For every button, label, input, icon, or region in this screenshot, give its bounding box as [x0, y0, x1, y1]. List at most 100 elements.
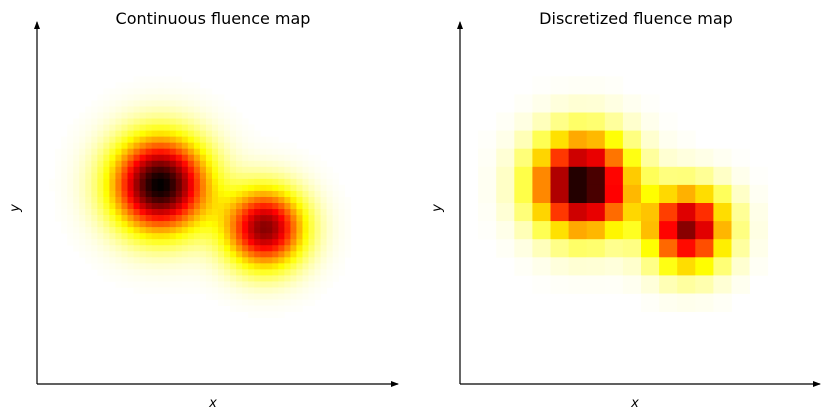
continuous-heat-cell — [242, 124, 249, 131]
continuous-heat-cell — [260, 209, 267, 216]
continuous-heat-cell — [284, 227, 291, 234]
continuous-heat-cell — [254, 221, 261, 228]
continuous-heat-cell — [127, 227, 134, 234]
continuous-heat-cell — [344, 196, 352, 204]
continuous-heat-cell — [224, 221, 231, 228]
continuous-heat-cell — [109, 209, 116, 216]
continuous-heat-cell — [127, 190, 134, 198]
continuous-heat-cell — [218, 239, 225, 246]
continuous-heat-cell — [260, 245, 267, 252]
continuous-heat-cell — [139, 154, 146, 162]
continuous-heat-cell — [151, 160, 159, 168]
continuous-heat-cell — [163, 118, 171, 125]
continuous-heat-cell — [218, 184, 225, 192]
continuous-heat-cell — [163, 112, 171, 119]
continuous-heat-cell — [296, 227, 303, 234]
continuous-heat-cell — [187, 160, 195, 168]
continuous-heat-cell — [151, 130, 159, 137]
continuous-heat-cell — [175, 269, 183, 276]
continuous-heat-cell — [61, 184, 68, 192]
continuous-heat-cell — [175, 160, 183, 168]
continuous-heat-cell — [248, 136, 255, 144]
continuous-heat-cell — [193, 239, 201, 246]
continuous-heat-cell — [67, 233, 74, 240]
continuous-heat-cell — [121, 269, 128, 276]
continuous-heat-cell — [193, 100, 201, 107]
continuous-heat-cell — [181, 184, 189, 192]
continuous-heat-cell — [224, 118, 231, 125]
continuous-heat-cell — [296, 148, 303, 156]
discretized-heat-cell — [532, 130, 551, 150]
continuous-heat-cell — [151, 281, 159, 288]
continuous-heat-cell — [181, 239, 189, 246]
continuous-heat-cell — [103, 221, 110, 228]
continuous-heat-cell — [326, 257, 333, 264]
continuous-heat-cell — [296, 178, 303, 186]
continuous-heat-cell — [151, 215, 159, 222]
continuous-heat-cell — [205, 166, 213, 174]
continuous-heat-cell — [254, 281, 261, 288]
continuous-heat-cell — [85, 160, 92, 168]
continuous-heat-cell — [181, 160, 189, 168]
continuous-heat-cell — [79, 239, 86, 246]
continuous-heat-cell — [199, 184, 207, 192]
continuous-heat-cell — [169, 148, 177, 156]
continuous-heat-cell — [260, 251, 267, 258]
continuous-heat-cell — [91, 166, 98, 174]
continuous-heat-cell — [103, 148, 110, 156]
continuous-heat-cell — [91, 263, 98, 270]
continuous-heat-cell — [97, 160, 104, 168]
continuous-heat-cell — [332, 196, 340, 204]
continuous-heat-cell — [218, 172, 225, 180]
continuous-heat-cell — [272, 299, 279, 306]
continuous-heat-cell — [175, 239, 183, 246]
continuous-heat-cell — [242, 239, 249, 246]
continuous-heat-cell — [187, 112, 195, 119]
continuous-heat-cell — [139, 287, 146, 294]
continuous-heat-cell — [284, 196, 291, 204]
continuous-heat-cell — [151, 221, 159, 228]
continuous-heat-cell — [296, 287, 303, 294]
continuous-heat-cell — [314, 227, 321, 234]
continuous-heat-cell — [127, 124, 134, 131]
continuous-heat-cell — [320, 221, 327, 228]
continuous-heat-cell — [91, 190, 98, 198]
continuous-heat-cell — [344, 203, 352, 210]
continuous-heat-cell — [109, 190, 116, 198]
continuous-heat-cell — [290, 166, 297, 174]
continuous-heat-cell — [211, 227, 219, 234]
discretized-heat-cell — [568, 76, 588, 95]
continuous-heat-cell — [181, 269, 189, 276]
discretized-heat-cell — [695, 166, 714, 186]
continuous-heat-cell — [266, 257, 273, 264]
continuous-heat-cell — [260, 160, 267, 168]
continuous-heat-cell — [109, 233, 116, 240]
discretized-heat-cell — [532, 112, 551, 131]
continuous-heat-cell — [115, 130, 122, 137]
continuous-heat-cell — [181, 233, 189, 240]
continuous-heat-cell — [61, 227, 68, 234]
continuous-heat-cell — [314, 287, 321, 294]
continuous-heat-cell — [187, 154, 195, 162]
continuous-heat-cell — [254, 184, 261, 192]
continuous-heat-cell — [338, 184, 346, 192]
continuous-heat-cell — [332, 257, 340, 264]
continuous-heat-cell — [242, 166, 249, 174]
continuous-heat-cell — [121, 257, 128, 264]
continuous-heat-cell — [320, 233, 327, 240]
discretized-heat-cell — [604, 130, 624, 150]
continuous-heat-cell — [109, 215, 116, 222]
continuous-heat-cell — [103, 94, 110, 101]
continuous-heat-cell — [272, 245, 279, 252]
continuous-heat-cell — [145, 160, 152, 168]
continuous-heat-cell — [91, 142, 98, 150]
discretized-heat-cell — [695, 239, 714, 258]
continuous-heat-cell — [199, 245, 207, 252]
continuous-heat-cell — [199, 209, 207, 216]
continuous-heat-cell — [85, 251, 92, 258]
continuous-heat-cell — [175, 166, 183, 174]
continuous-heat-cell — [133, 94, 140, 101]
continuous-heat-cell — [290, 221, 297, 228]
continuous-heat-cell — [133, 172, 140, 180]
discretized-heat-cell — [496, 221, 515, 240]
